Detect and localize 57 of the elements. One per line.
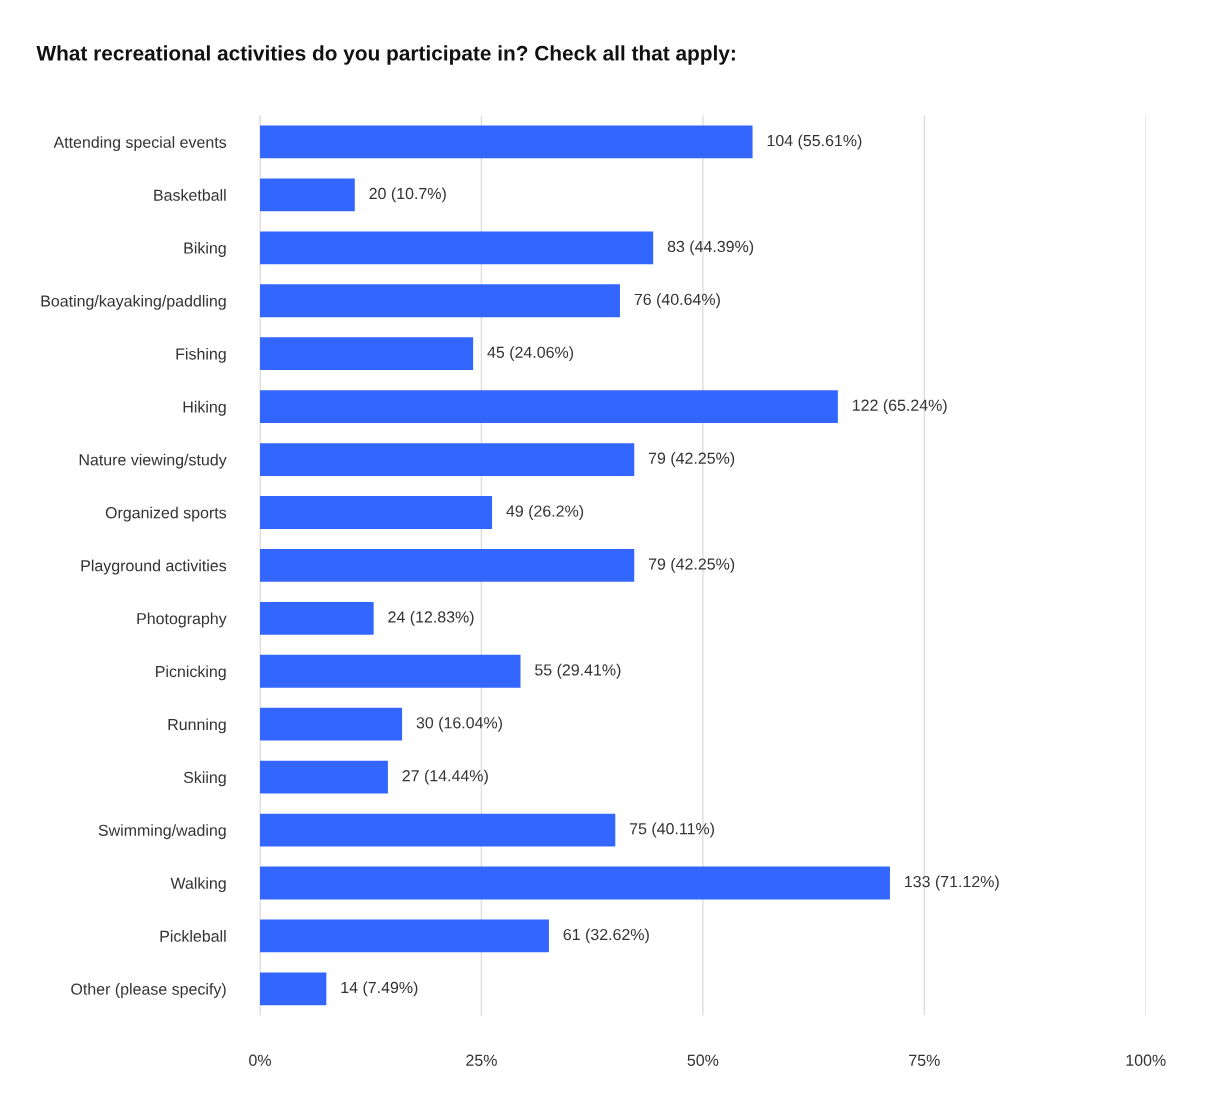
- data-label: 49 (26.2%): [506, 505, 584, 520]
- y-tick-label: Attending special events: [53, 136, 227, 152]
- bar: [260, 601, 374, 635]
- x-tick-label: 25%: [466, 1054, 497, 1066]
- data-label: 27 (14.44%): [402, 769, 488, 785]
- data-label: 14 (7.49%): [341, 981, 418, 997]
- bar: [260, 178, 355, 212]
- bar: [260, 707, 403, 741]
- x-tick-label: 100%: [1126, 1054, 1166, 1066]
- y-tick-label: Organized sports: [105, 506, 227, 522]
- bar: [260, 813, 616, 847]
- bar: [260, 760, 388, 794]
- data-label: 30 (16.04%): [416, 716, 502, 732]
- data-label: 45 (24.06%): [487, 346, 574, 362]
- data-label: 83 (44.39%): [667, 240, 754, 256]
- x-tick-label: 75%: [909, 1054, 940, 1066]
- y-tick-label: Picnicking: [156, 665, 226, 681]
- x-tick-label: 0%: [249, 1054, 271, 1066]
- data-label: 133 (71.12%): [905, 875, 999, 891]
- data-label: 76 (40.64%): [634, 293, 720, 309]
- bar: [260, 866, 890, 900]
- data-label: 20 (10.7%): [369, 187, 446, 203]
- y-tick-label: Biking: [184, 242, 226, 257]
- bar: [260, 654, 521, 688]
- y-tick-label: Running: [168, 718, 226, 734]
- bar: [260, 972, 327, 1006]
- y-tick-label: Skiing: [183, 771, 226, 787]
- bar: [260, 284, 620, 318]
- y-tick-label: Hiking: [183, 400, 226, 416]
- bar: [260, 390, 838, 424]
- data-label: 79 (42.25%): [648, 452, 735, 467]
- bar: [260, 443, 635, 476]
- data-label: 61 (32.62%): [563, 928, 649, 944]
- data-label: 55 (29.41%): [535, 663, 621, 679]
- y-tick-label: Photography: [137, 612, 227, 628]
- data-label: 24 (12.83%): [388, 610, 474, 626]
- y-tick-label: Walking: [170, 877, 226, 893]
- y-tick-label: Pickleball: [160, 930, 226, 942]
- bar: [260, 125, 753, 159]
- bar: [260, 919, 549, 953]
- x-tick-label: 50%: [687, 1054, 719, 1066]
- bar: [260, 337, 474, 371]
- chart-title: What recreational activities do you participate in? Check all that apply:: [36, 45, 735, 65]
- y-tick-label: Other (please specify): [71, 983, 226, 998]
- data-label: 104 (55.61%): [767, 134, 862, 150]
- y-tick-label: Nature viewing/study: [79, 453, 227, 469]
- data-label: 75 (40.11%): [629, 822, 715, 838]
- y-tick-label: Fishing: [176, 347, 226, 363]
- y-tick-label: Swimming/wading: [98, 824, 226, 840]
- bar: [260, 496, 493, 529]
- y-tick-label: Basketball: [154, 189, 226, 201]
- y-tick-label: Boating/kayaking/paddling: [41, 294, 226, 310]
- bar: [260, 548, 635, 582]
- y-tick-label: Playground activities: [81, 559, 227, 575]
- bar: [260, 231, 654, 265]
- data-label: 79 (42.25%): [648, 557, 735, 573]
- data-label: 122 (65.24%): [852, 399, 947, 415]
